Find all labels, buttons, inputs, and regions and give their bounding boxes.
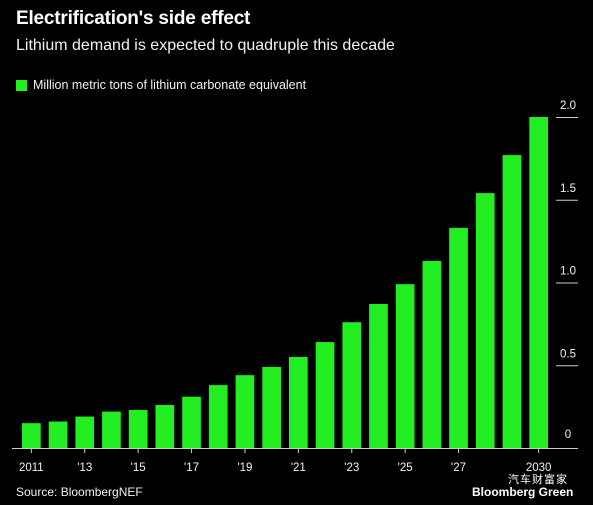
x-tick-label: 2011 bbox=[19, 462, 44, 474]
bar-2030 bbox=[529, 117, 548, 448]
x-tick-label: '13 bbox=[77, 462, 92, 474]
y-tick-label: 0 bbox=[565, 429, 571, 441]
x-tick-label: '19 bbox=[237, 462, 252, 474]
bar-2020 bbox=[262, 366, 281, 448]
bar-2022 bbox=[315, 342, 335, 448]
chart-legend: Million metric tons of lithium carbonate… bbox=[16, 78, 306, 92]
x-tick-label: '15 bbox=[131, 462, 146, 474]
y-tick-label: 2.0 bbox=[560, 100, 576, 112]
bar-2017 bbox=[182, 396, 201, 448]
legend-label: Million metric tons of lithium carbonate… bbox=[33, 78, 307, 92]
brand-logo-text: Bloomberg Green bbox=[472, 485, 574, 499]
bar-2024 bbox=[369, 304, 388, 448]
bar-2028 bbox=[475, 193, 495, 448]
bar-2026 bbox=[422, 260, 442, 448]
bar-2014 bbox=[102, 411, 121, 448]
bar-2016 bbox=[155, 404, 175, 448]
x-tick-label: '27 bbox=[451, 462, 466, 474]
watermark-text: 汽车财富家 bbox=[508, 474, 568, 486]
x-tick-label: 2030 bbox=[526, 462, 552, 474]
x-tick-label: '23 bbox=[344, 462, 359, 474]
y-tick-label: 0.5 bbox=[560, 348, 576, 360]
x-tick-label: '21 bbox=[291, 462, 306, 474]
bar-2021 bbox=[289, 356, 308, 448]
chart-title: Electrification's side effect bbox=[16, 8, 251, 29]
bar-2012 bbox=[48, 421, 68, 448]
bar-2019 bbox=[235, 375, 255, 448]
bar-2018 bbox=[208, 385, 228, 448]
legend-swatch bbox=[16, 79, 27, 91]
source-note: Source: BloombergNEF bbox=[16, 485, 143, 499]
bar-2023 bbox=[342, 322, 362, 448]
bar-2025 bbox=[395, 284, 415, 448]
x-tick-label: '25 bbox=[398, 462, 413, 474]
bar-2015 bbox=[128, 409, 148, 448]
bar-2029 bbox=[502, 155, 522, 448]
y-tick-label: 1.5 bbox=[560, 183, 576, 195]
y-tick-label: 1.0 bbox=[560, 266, 576, 278]
x-tick-label: '17 bbox=[184, 462, 199, 474]
bar-2013 bbox=[75, 416, 95, 448]
chart-subtitle: Lithium demand is expected to quadruple … bbox=[16, 37, 395, 54]
bar-2027 bbox=[449, 227, 468, 448]
bar-2011 bbox=[22, 423, 41, 448]
